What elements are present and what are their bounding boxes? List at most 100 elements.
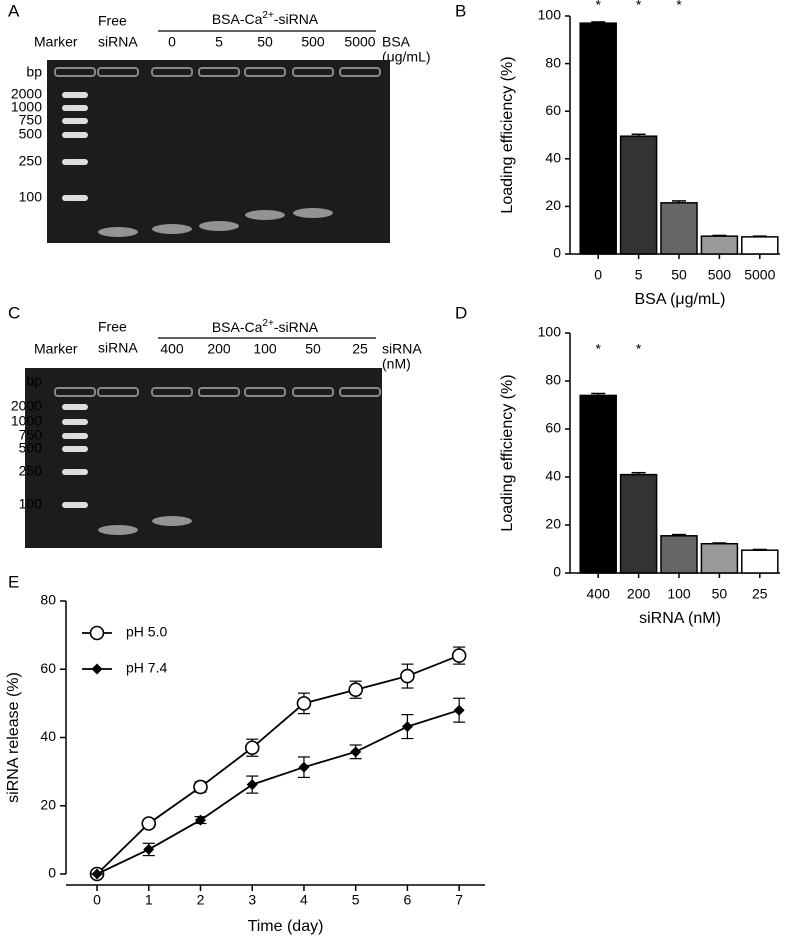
point <box>194 814 206 826</box>
y-tick-label: 60 <box>545 420 561 436</box>
x-tick-label: 7 <box>455 892 463 908</box>
x-tick-label: 3 <box>248 892 256 908</box>
lane-label: 5 <box>215 34 223 50</box>
gel-well <box>151 67 193 77</box>
lane-unit: (μg/mL) <box>382 49 431 65</box>
y-tick-label: 40 <box>40 728 56 744</box>
point <box>91 663 103 675</box>
bar <box>660 202 698 255</box>
bar <box>619 135 658 255</box>
series-line <box>96 654 460 875</box>
bar <box>741 236 779 255</box>
lane-label: 200 <box>207 341 231 357</box>
panel-label: C <box>8 303 20 322</box>
significance-star: * <box>595 341 601 357</box>
lane-unit: siRNA <box>382 341 422 357</box>
x-tick-label: 5 <box>635 267 643 283</box>
group-label-part: 2+ <box>262 10 274 21</box>
ladder-band <box>62 159 88 165</box>
ladder-label: bp <box>26 64 42 80</box>
x-tick-label: 50 <box>712 586 728 602</box>
point <box>298 761 310 773</box>
x-axis-label: Time (day) <box>248 918 324 935</box>
y-axis-label: Loading efficiency (%) <box>499 56 516 213</box>
panel-label: D <box>455 303 467 322</box>
lane-label: 25 <box>352 341 368 357</box>
significance-star: * <box>595 0 601 13</box>
marker-header: Marker <box>34 341 78 357</box>
x-tick-label: 5000 <box>744 267 775 283</box>
gel-well <box>198 67 240 77</box>
gel-well <box>54 387 96 397</box>
point <box>141 816 157 831</box>
ladder-label: 750 <box>19 112 43 128</box>
gel-well <box>339 387 381 397</box>
ladder-band <box>62 92 88 98</box>
y-tick-label: 60 <box>40 660 56 676</box>
panel-label: A <box>8 1 20 20</box>
gel-well <box>244 67 286 77</box>
y-tick-label: 40 <box>545 150 561 166</box>
significance-star: * <box>676 0 682 13</box>
lane-unit: (nM) <box>382 356 411 372</box>
x-tick-label: 4 <box>300 892 308 908</box>
ladder-label: 100 <box>19 189 43 205</box>
free-header: siRNA <box>98 34 138 50</box>
y-tick-label: 80 <box>545 372 561 388</box>
ladder-label: 1000 <box>11 99 42 115</box>
x-tick-label: 1 <box>145 892 153 908</box>
legend-label: pH 5.0 <box>126 624 167 640</box>
marker-header: Marker <box>34 34 78 50</box>
y-tick-label: 20 <box>40 796 56 812</box>
lane-label: 100 <box>253 341 277 357</box>
ladder-band <box>62 404 88 410</box>
gel-band <box>152 516 192 526</box>
panel-label: B <box>455 1 466 20</box>
point <box>244 740 260 756</box>
gel-well <box>54 67 96 77</box>
group-label-part: -siRNA <box>274 319 319 335</box>
gel-well <box>292 387 334 397</box>
x-tick-label: 500 <box>708 267 732 283</box>
gel-well <box>292 67 334 77</box>
gel-band <box>152 224 192 234</box>
y-tick-label: 100 <box>538 324 562 340</box>
panel-label: E <box>8 572 19 591</box>
y-tick-label: 80 <box>545 54 561 70</box>
lane-unit: BSA <box>382 34 411 50</box>
y-tick-label: 100 <box>538 7 562 23</box>
y-tick-label: 60 <box>545 102 561 118</box>
ladder-label: 250 <box>19 463 43 479</box>
point <box>143 843 155 855</box>
significance-star: * <box>636 341 642 357</box>
ladder-band <box>62 502 88 508</box>
lane-label: 400 <box>160 341 184 357</box>
point <box>451 648 467 663</box>
legend-label: pH 7.4 <box>126 660 167 676</box>
y-tick-label: 0 <box>553 564 561 580</box>
point <box>350 746 362 758</box>
x-tick-label: 50 <box>671 267 687 283</box>
ladder-label: 2000 <box>11 86 42 102</box>
x-tick-label: 400 <box>587 586 611 602</box>
y-tick-label: 80 <box>40 592 56 608</box>
ladder-band <box>62 433 88 439</box>
bar <box>619 473 658 574</box>
y-axis-label: siRNA release (%) <box>5 672 22 803</box>
y-tick-label: 20 <box>545 516 561 532</box>
point <box>193 779 208 795</box>
gel-image <box>25 368 382 548</box>
lane-label: 0 <box>168 34 176 50</box>
ladder-label: 500 <box>19 126 43 142</box>
x-axis-label: BSA (μg/mL) <box>634 291 725 308</box>
point <box>348 682 363 698</box>
gel-well <box>198 387 240 397</box>
gel-well <box>151 387 193 397</box>
lane-label: 5000 <box>344 34 375 50</box>
series-line <box>96 709 460 875</box>
ladder-label: 1000 <box>11 413 42 429</box>
bar <box>579 394 617 574</box>
bar <box>660 535 698 574</box>
gel-well <box>97 67 139 77</box>
